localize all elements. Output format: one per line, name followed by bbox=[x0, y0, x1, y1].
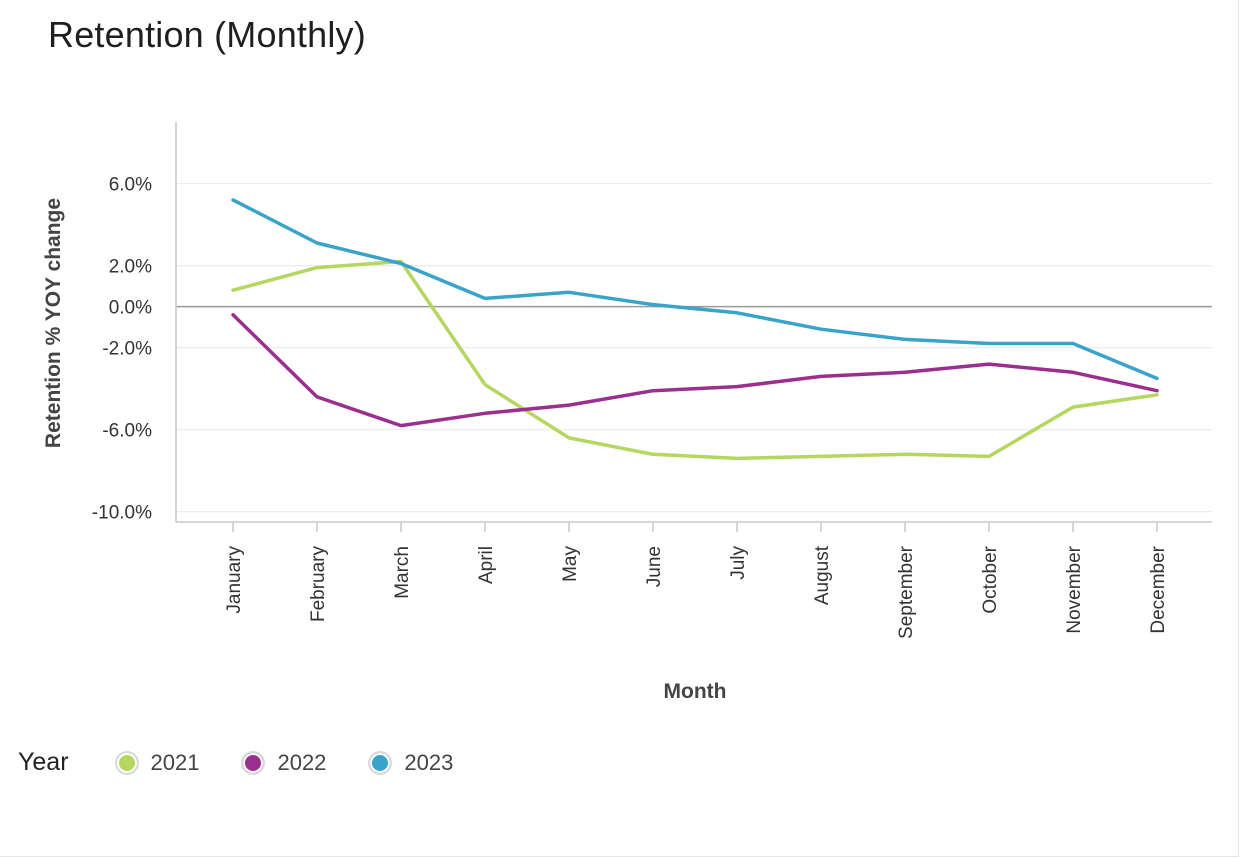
legend-label: 2023 bbox=[404, 749, 454, 775]
legend-title: Year bbox=[18, 748, 69, 776]
x-tick-label: July bbox=[728, 546, 749, 580]
legend-label: 2022 bbox=[277, 749, 327, 775]
x-tick-label: February bbox=[308, 546, 329, 623]
x-tick-label: June bbox=[644, 546, 665, 587]
series-line-2023 bbox=[231, 198, 1159, 381]
x-tick-label: September bbox=[896, 545, 917, 639]
legend-item-2023[interactable]: 2023 bbox=[368, 750, 453, 776]
x-axis-title: Month bbox=[664, 680, 727, 703]
y-tick-label: 0.0% bbox=[109, 298, 152, 319]
legend: Year 2021 2022 2023 bbox=[18, 748, 495, 777]
legend-item-2021[interactable]: 2021 bbox=[114, 749, 200, 776]
x-tick-label: April bbox=[476, 546, 497, 584]
legend-item-2022[interactable]: 2022 bbox=[241, 750, 326, 776]
legend-swatch-icon bbox=[241, 750, 266, 775]
y-tick-label: -2.0% bbox=[102, 339, 152, 360]
y-tick-label: 6.0% bbox=[109, 175, 152, 196]
series-line-2022 bbox=[231, 313, 1159, 428]
y-tick-label: -10.0% bbox=[92, 503, 152, 524]
y-axis-title: Retention % YOY change bbox=[42, 198, 65, 448]
y-tick-label: -6.0% bbox=[102, 421, 152, 442]
x-tick-label: October bbox=[980, 545, 1001, 613]
chart-title: Retention (Monthly) bbox=[48, 14, 366, 55]
x-tick-label: January bbox=[224, 546, 245, 614]
x-tick-label: May bbox=[560, 546, 581, 582]
x-tick-label: March bbox=[392, 546, 413, 599]
x-tick-label: August bbox=[812, 545, 833, 605]
legend-swatch-icon bbox=[114, 750, 139, 775]
line-chart: 6.0% 2.0% 0.0% -2.0% -6.0% -10.0% January Febru… bbox=[42, 122, 1212, 703]
x-tick-label: December bbox=[1148, 545, 1169, 633]
x-tick-label: November bbox=[1064, 545, 1085, 633]
series-line-2021 bbox=[231, 259, 1159, 461]
legend-swatch-icon bbox=[368, 750, 393, 775]
y-tick-label: 2.0% bbox=[109, 257, 152, 278]
legend-label: 2021 bbox=[150, 749, 200, 775]
